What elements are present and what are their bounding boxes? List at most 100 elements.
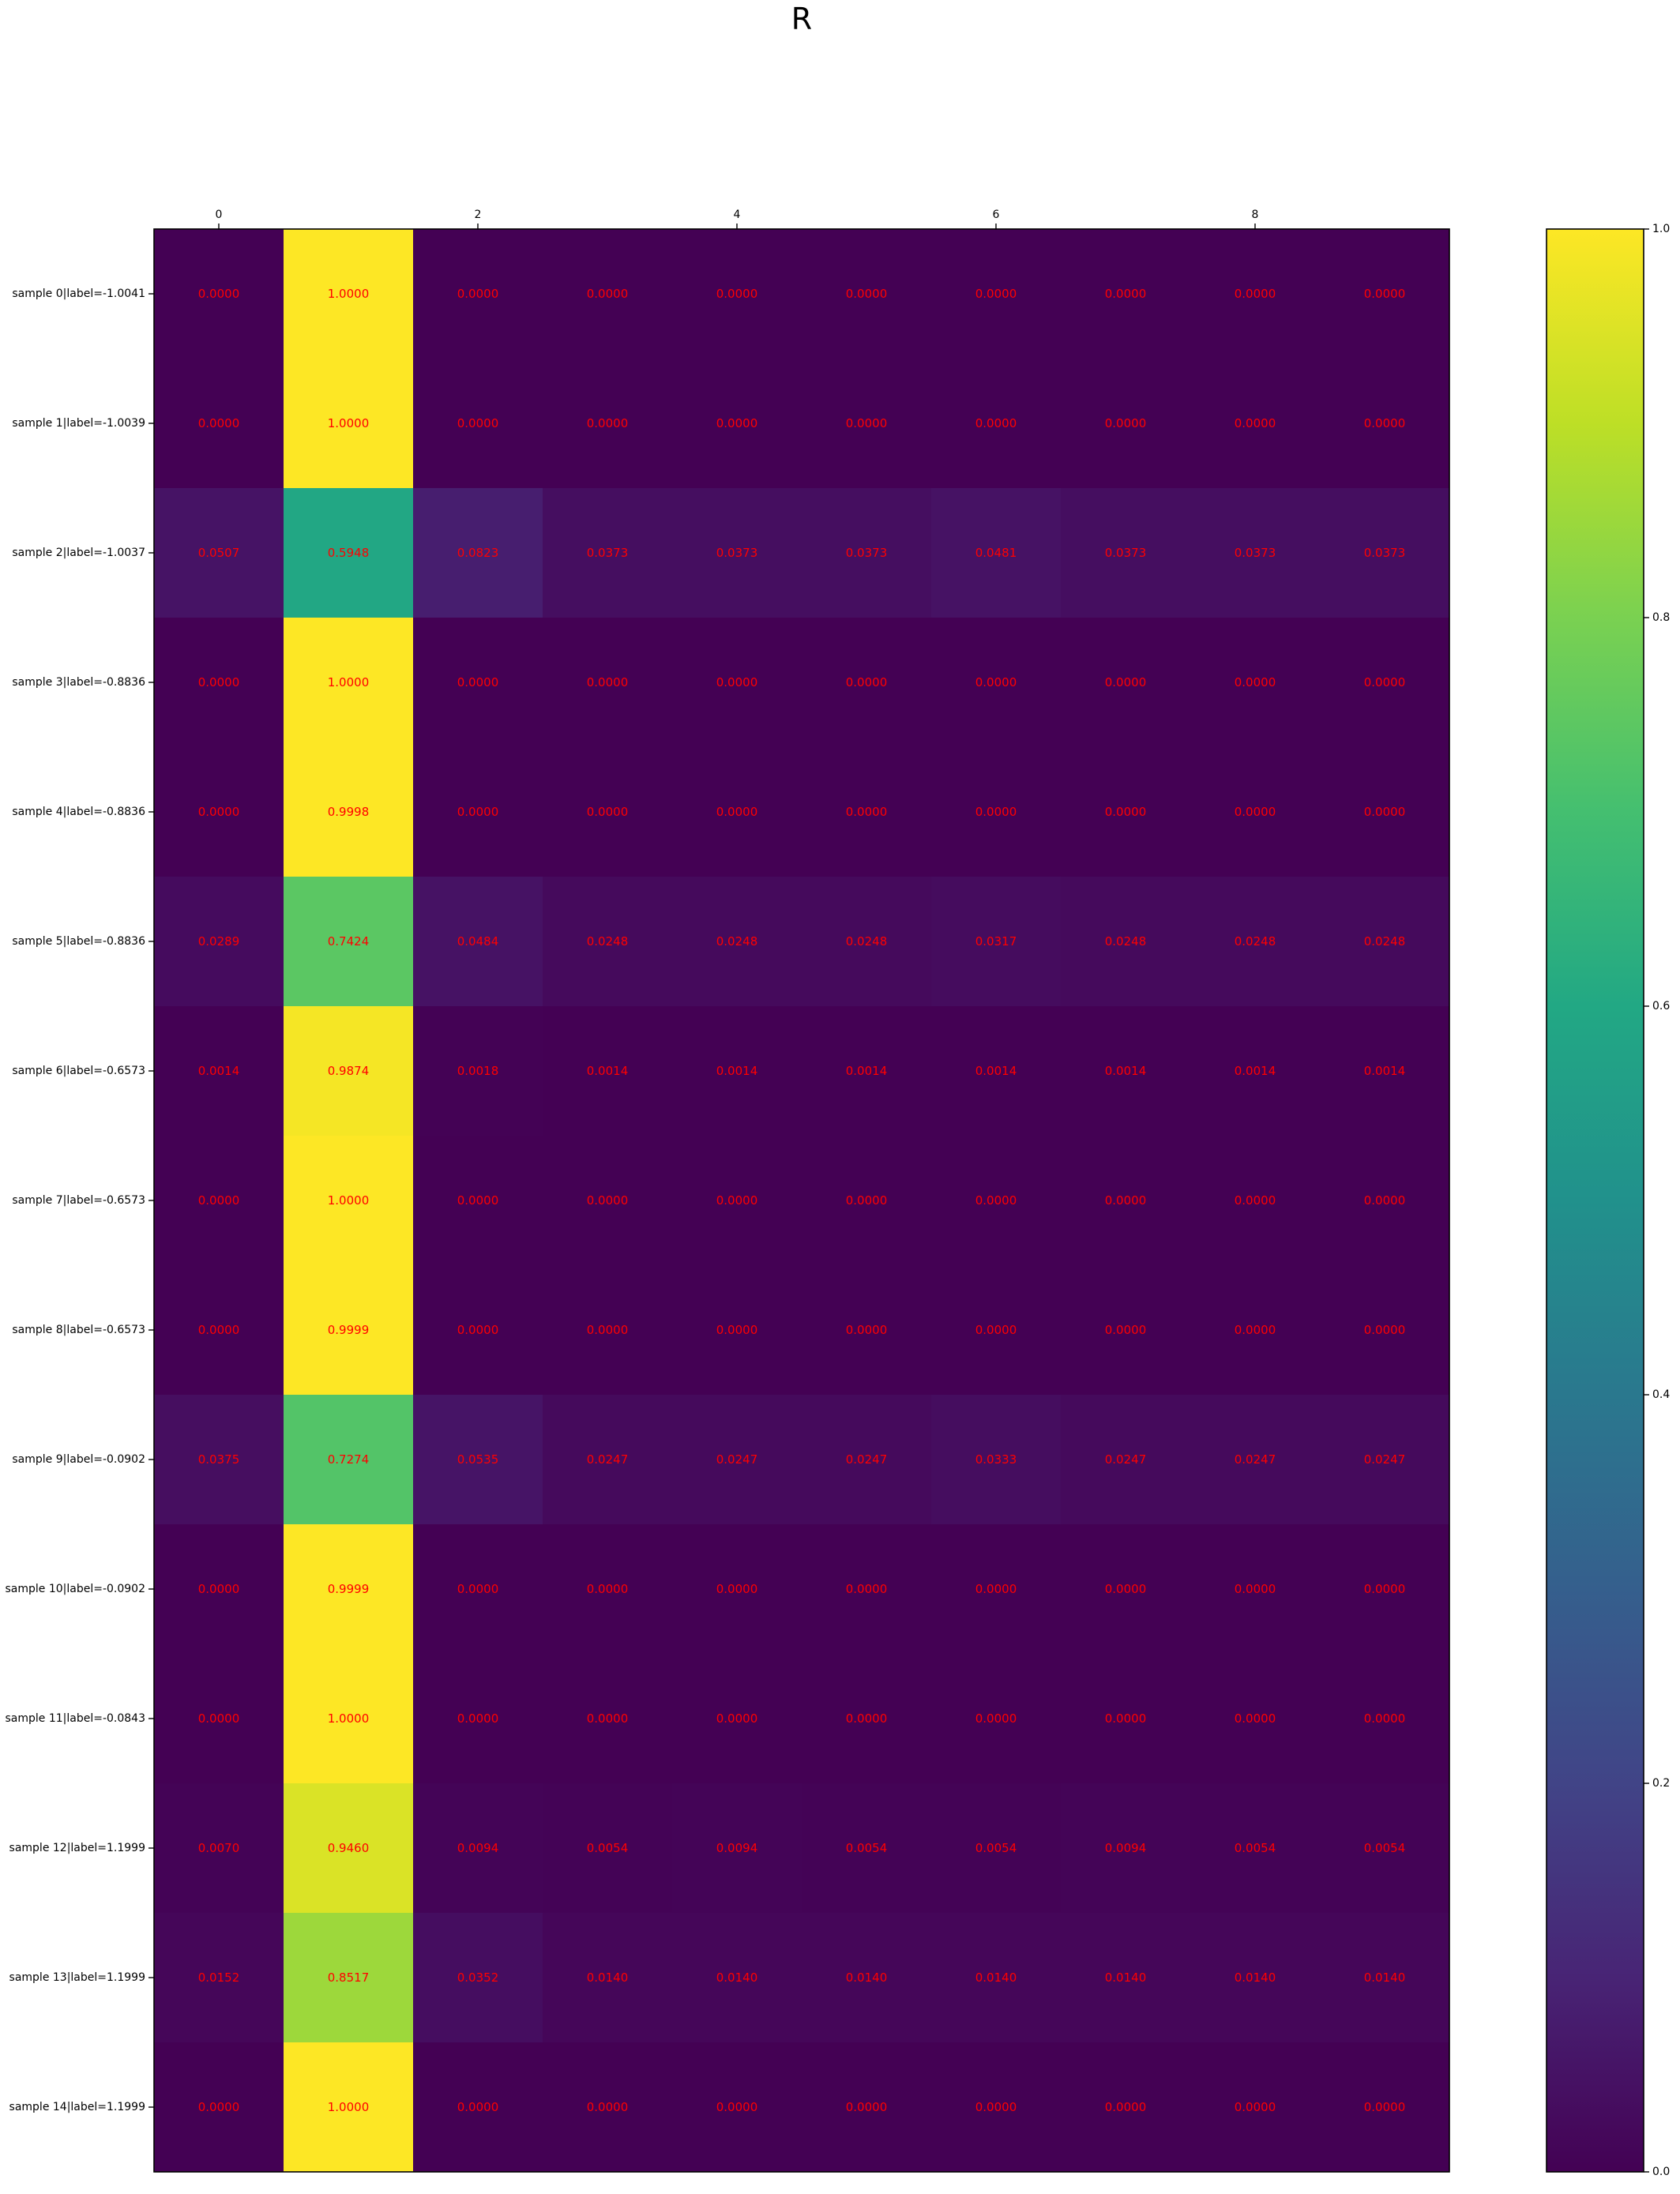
heatmap-cell	[284, 1654, 414, 1784]
cell-value-label: 0.0054	[846, 1841, 888, 1855]
heatmap-cell	[1061, 1654, 1191, 1784]
cell-value-label: 0.0247	[846, 1452, 888, 1467]
cell-value-label: 0.0000	[716, 805, 758, 819]
heatmap-cell	[154, 229, 284, 359]
cell-value-label: 0.0000	[1364, 416, 1406, 430]
cell-value-label: 0.0000	[1105, 805, 1147, 819]
cell-annotations: 0.0000 1.0000 0.0000 0.0000 0.0000 0.0000 0.00…	[198, 287, 1406, 2114]
heatmap-cell	[154, 1265, 284, 1396]
y-tick-label: sample 10|label=-0.0902	[5, 1583, 145, 1595]
cell-value-label: 0.0014	[1105, 1064, 1147, 1078]
heatmap-cell	[931, 1783, 1062, 1914]
heatmap-cell	[543, 1136, 673, 1266]
y-tick-label: sample 2|label=-1.0037	[12, 547, 145, 559]
heatmap-cell	[1061, 1913, 1191, 2043]
cell-value-label: 0.0000	[587, 1323, 629, 1337]
heatmap-cell	[284, 1265, 414, 1396]
cell-value-label: 0.0094	[716, 1841, 758, 1855]
heatmap-cell	[672, 1395, 802, 1525]
y-tick-label: sample 8|label=-0.6573	[12, 1324, 145, 1336]
heatmap-cell	[284, 2042, 414, 2173]
cell-value-label: 0.0054	[1235, 1841, 1276, 1855]
cell-value-label: 0.0000	[1105, 1193, 1147, 1208]
cell-value-label: 0.0000	[716, 1711, 758, 1726]
heatmap-cell	[1190, 2042, 1321, 2173]
cell-value-label: 0.0000	[198, 2100, 240, 2114]
x-tick-label: 8	[1252, 209, 1259, 221]
heatmap-cell	[154, 1136, 284, 1266]
chart-title: R	[791, 2, 813, 36]
cell-value-label: 0.0000	[716, 2100, 758, 2114]
heatmap-cell	[931, 1654, 1062, 1784]
cell-value-label: 0.0000	[716, 287, 758, 301]
heatmap-cell	[672, 1265, 802, 1396]
heatmap-cell	[413, 1783, 543, 1914]
cell-value-label: 0.0054	[1364, 1841, 1406, 1855]
cell-value-label: 0.7424	[328, 934, 370, 949]
y-axis-ticks: sample 0|label=-1.0041 sample 1|label=-1.…	[5, 287, 154, 2113]
heatmap-cell	[672, 1006, 802, 1136]
heatmap-cell	[413, 359, 543, 489]
heatmap-cell	[802, 359, 932, 489]
y-tick-label: sample 13|label=1.1999	[9, 1971, 145, 1984]
cell-value-label: 0.0000	[1235, 1193, 1276, 1208]
cell-value-label: 0.0248	[716, 934, 758, 949]
heatmap-cell	[413, 1265, 543, 1396]
heatmap-cell	[543, 1913, 673, 2043]
cell-value-label: 0.0352	[457, 1970, 499, 1985]
heatmap-cell	[154, 1395, 284, 1525]
heatmap-cell	[1320, 747, 1450, 877]
colorbar-tick-label: 0.8	[1652, 611, 1670, 624]
cell-value-label: 0.0373	[1105, 546, 1147, 560]
cell-value-label: 0.0014	[587, 1064, 629, 1078]
cell-value-label: 0.0000	[457, 1711, 499, 1726]
cell-value-label: 0.0000	[1105, 416, 1147, 430]
cell-value-label: 0.0000	[198, 1323, 240, 1337]
y-tick-label: sample 5|label=-0.8836	[12, 935, 145, 948]
heatmap-cell	[284, 488, 414, 618]
heatmap-cell	[1190, 1524, 1321, 1655]
heatmap-cell	[543, 1654, 673, 1784]
heatmap-cell	[154, 1006, 284, 1136]
heatmap-cell	[1061, 1136, 1191, 1266]
heatmap-cell	[543, 488, 673, 618]
heatmap-cell	[413, 747, 543, 877]
heatmap-cell	[154, 2042, 284, 2173]
heatmap-cell	[154, 618, 284, 748]
cell-value-label: 0.0000	[1364, 1323, 1406, 1337]
cell-value-label: 0.0000	[846, 1582, 888, 1596]
heatmap-cell	[284, 618, 414, 748]
heatmap-cell	[1061, 618, 1191, 748]
cell-value-label: 0.0000	[1364, 675, 1406, 689]
cell-value-label: 0.0000	[1235, 675, 1276, 689]
heatmap-cell	[413, 2042, 543, 2173]
heatmap-cell	[284, 1006, 414, 1136]
heatmap-cell	[802, 747, 932, 877]
cell-value-label: 0.0000	[1235, 1323, 1276, 1337]
cell-value-label: 0.0000	[198, 675, 240, 689]
cell-value-label: 0.0000	[457, 1582, 499, 1596]
heatmap-cell	[413, 1654, 543, 1784]
heatmap-cell	[802, 2042, 932, 2173]
cell-value-label: 0.0000	[198, 1582, 240, 1596]
x-tick-label: 0	[216, 209, 223, 221]
heatmap-cell	[1190, 488, 1321, 618]
cell-value-label: 0.0000	[1105, 1323, 1147, 1337]
cell-value-label: 1.0000	[328, 2100, 370, 2114]
heatmap-cell	[154, 877, 284, 1007]
cell-value-label: 0.0140	[1105, 1970, 1147, 1985]
cell-value-label: 0.0000	[1235, 1582, 1276, 1596]
cell-value-label: 0.0000	[198, 287, 240, 301]
cell-value-label: 0.7274	[328, 1452, 370, 1467]
cell-value-label: 0.0481	[975, 546, 1017, 560]
heatmap-cell	[931, 618, 1062, 748]
cell-value-label: 0.0248	[1364, 934, 1406, 949]
cell-value-label: 0.0507	[198, 546, 240, 560]
cell-value-label: 0.0333	[975, 1452, 1017, 1467]
heatmap-cell	[413, 1524, 543, 1655]
heatmap-cell	[931, 488, 1062, 618]
heatmap-cell	[1320, 1395, 1450, 1525]
heatmap-cell	[154, 1783, 284, 1914]
heatmap-cell	[1190, 618, 1321, 748]
